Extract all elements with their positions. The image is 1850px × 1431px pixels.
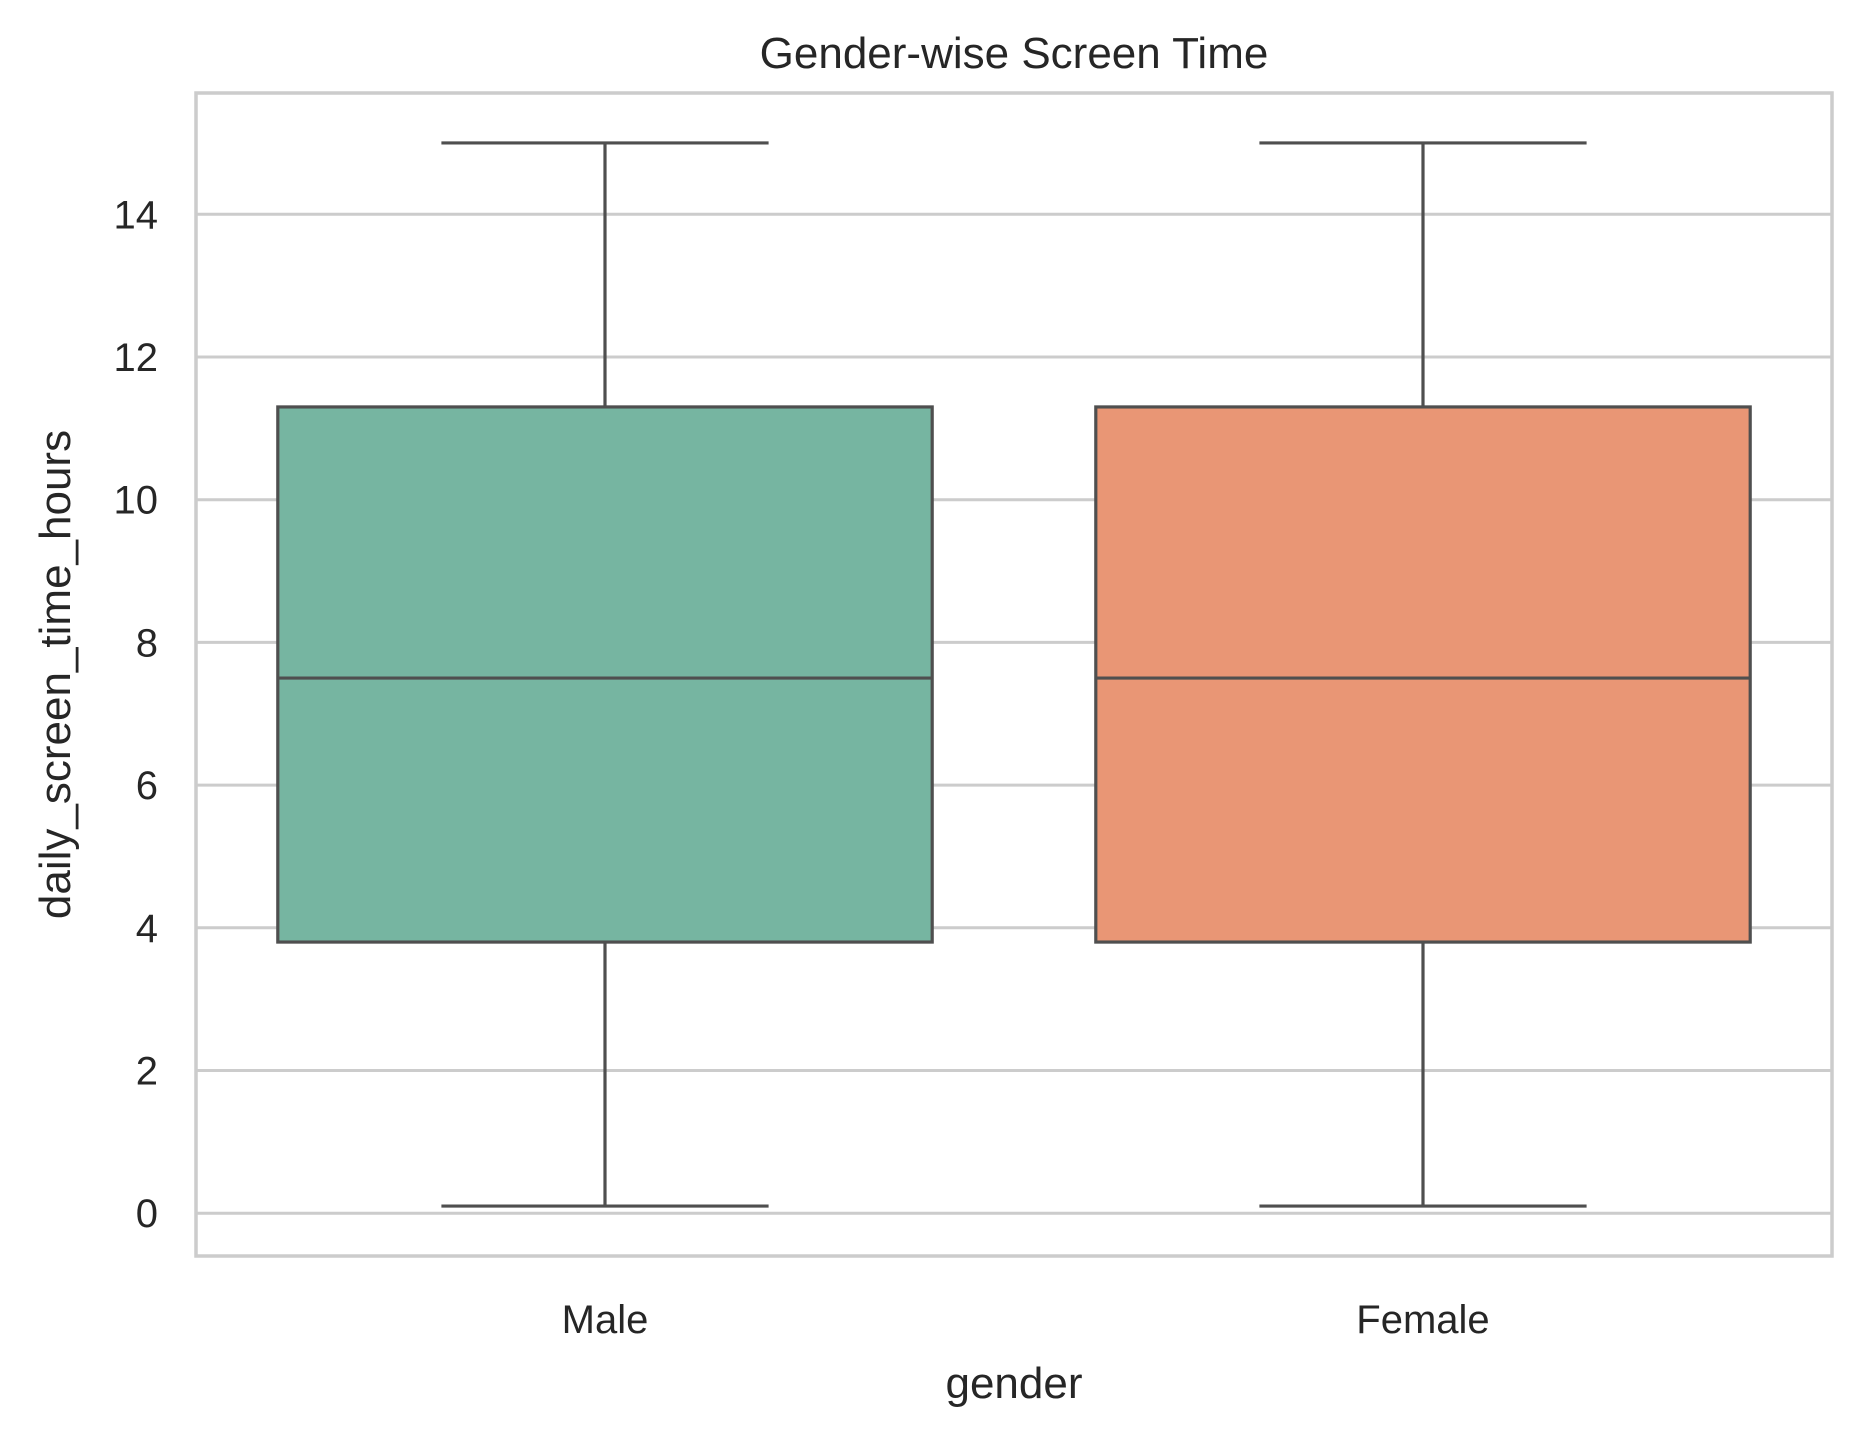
box-female — [1094, 141, 1752, 1208]
x-axis-label: gender — [945, 1359, 1082, 1408]
y-tick-label-12: 12 — [114, 336, 159, 380]
y-tick-label-14: 14 — [114, 193, 159, 237]
y-tick-label-8: 8 — [136, 621, 158, 665]
x-tick-label-female: Female — [1356, 1298, 1489, 1342]
y-tick-label-2: 2 — [136, 1049, 158, 1093]
iqr-box-male — [276, 405, 934, 944]
plot-frame — [194, 91, 1834, 1258]
y-tick-label-10: 10 — [114, 479, 159, 523]
box-series — [276, 141, 1752, 1208]
box-male — [276, 141, 934, 1208]
y-tick-label-6: 6 — [136, 764, 158, 808]
y-tick-label-0: 0 — [136, 1192, 158, 1236]
y-tick-labels: 0 2 4 6 8 10 12 14 — [114, 193, 159, 1236]
chart-title: Gender-wise Screen Time — [760, 29, 1269, 78]
x-tick-labels: Male Female — [562, 1298, 1490, 1342]
x-tick-label-male: Male — [562, 1298, 649, 1342]
iqr-box-female — [1094, 405, 1752, 944]
y-tick-label-4: 4 — [136, 907, 158, 951]
y-axis-label: daily_screen_time_hours — [31, 430, 80, 919]
